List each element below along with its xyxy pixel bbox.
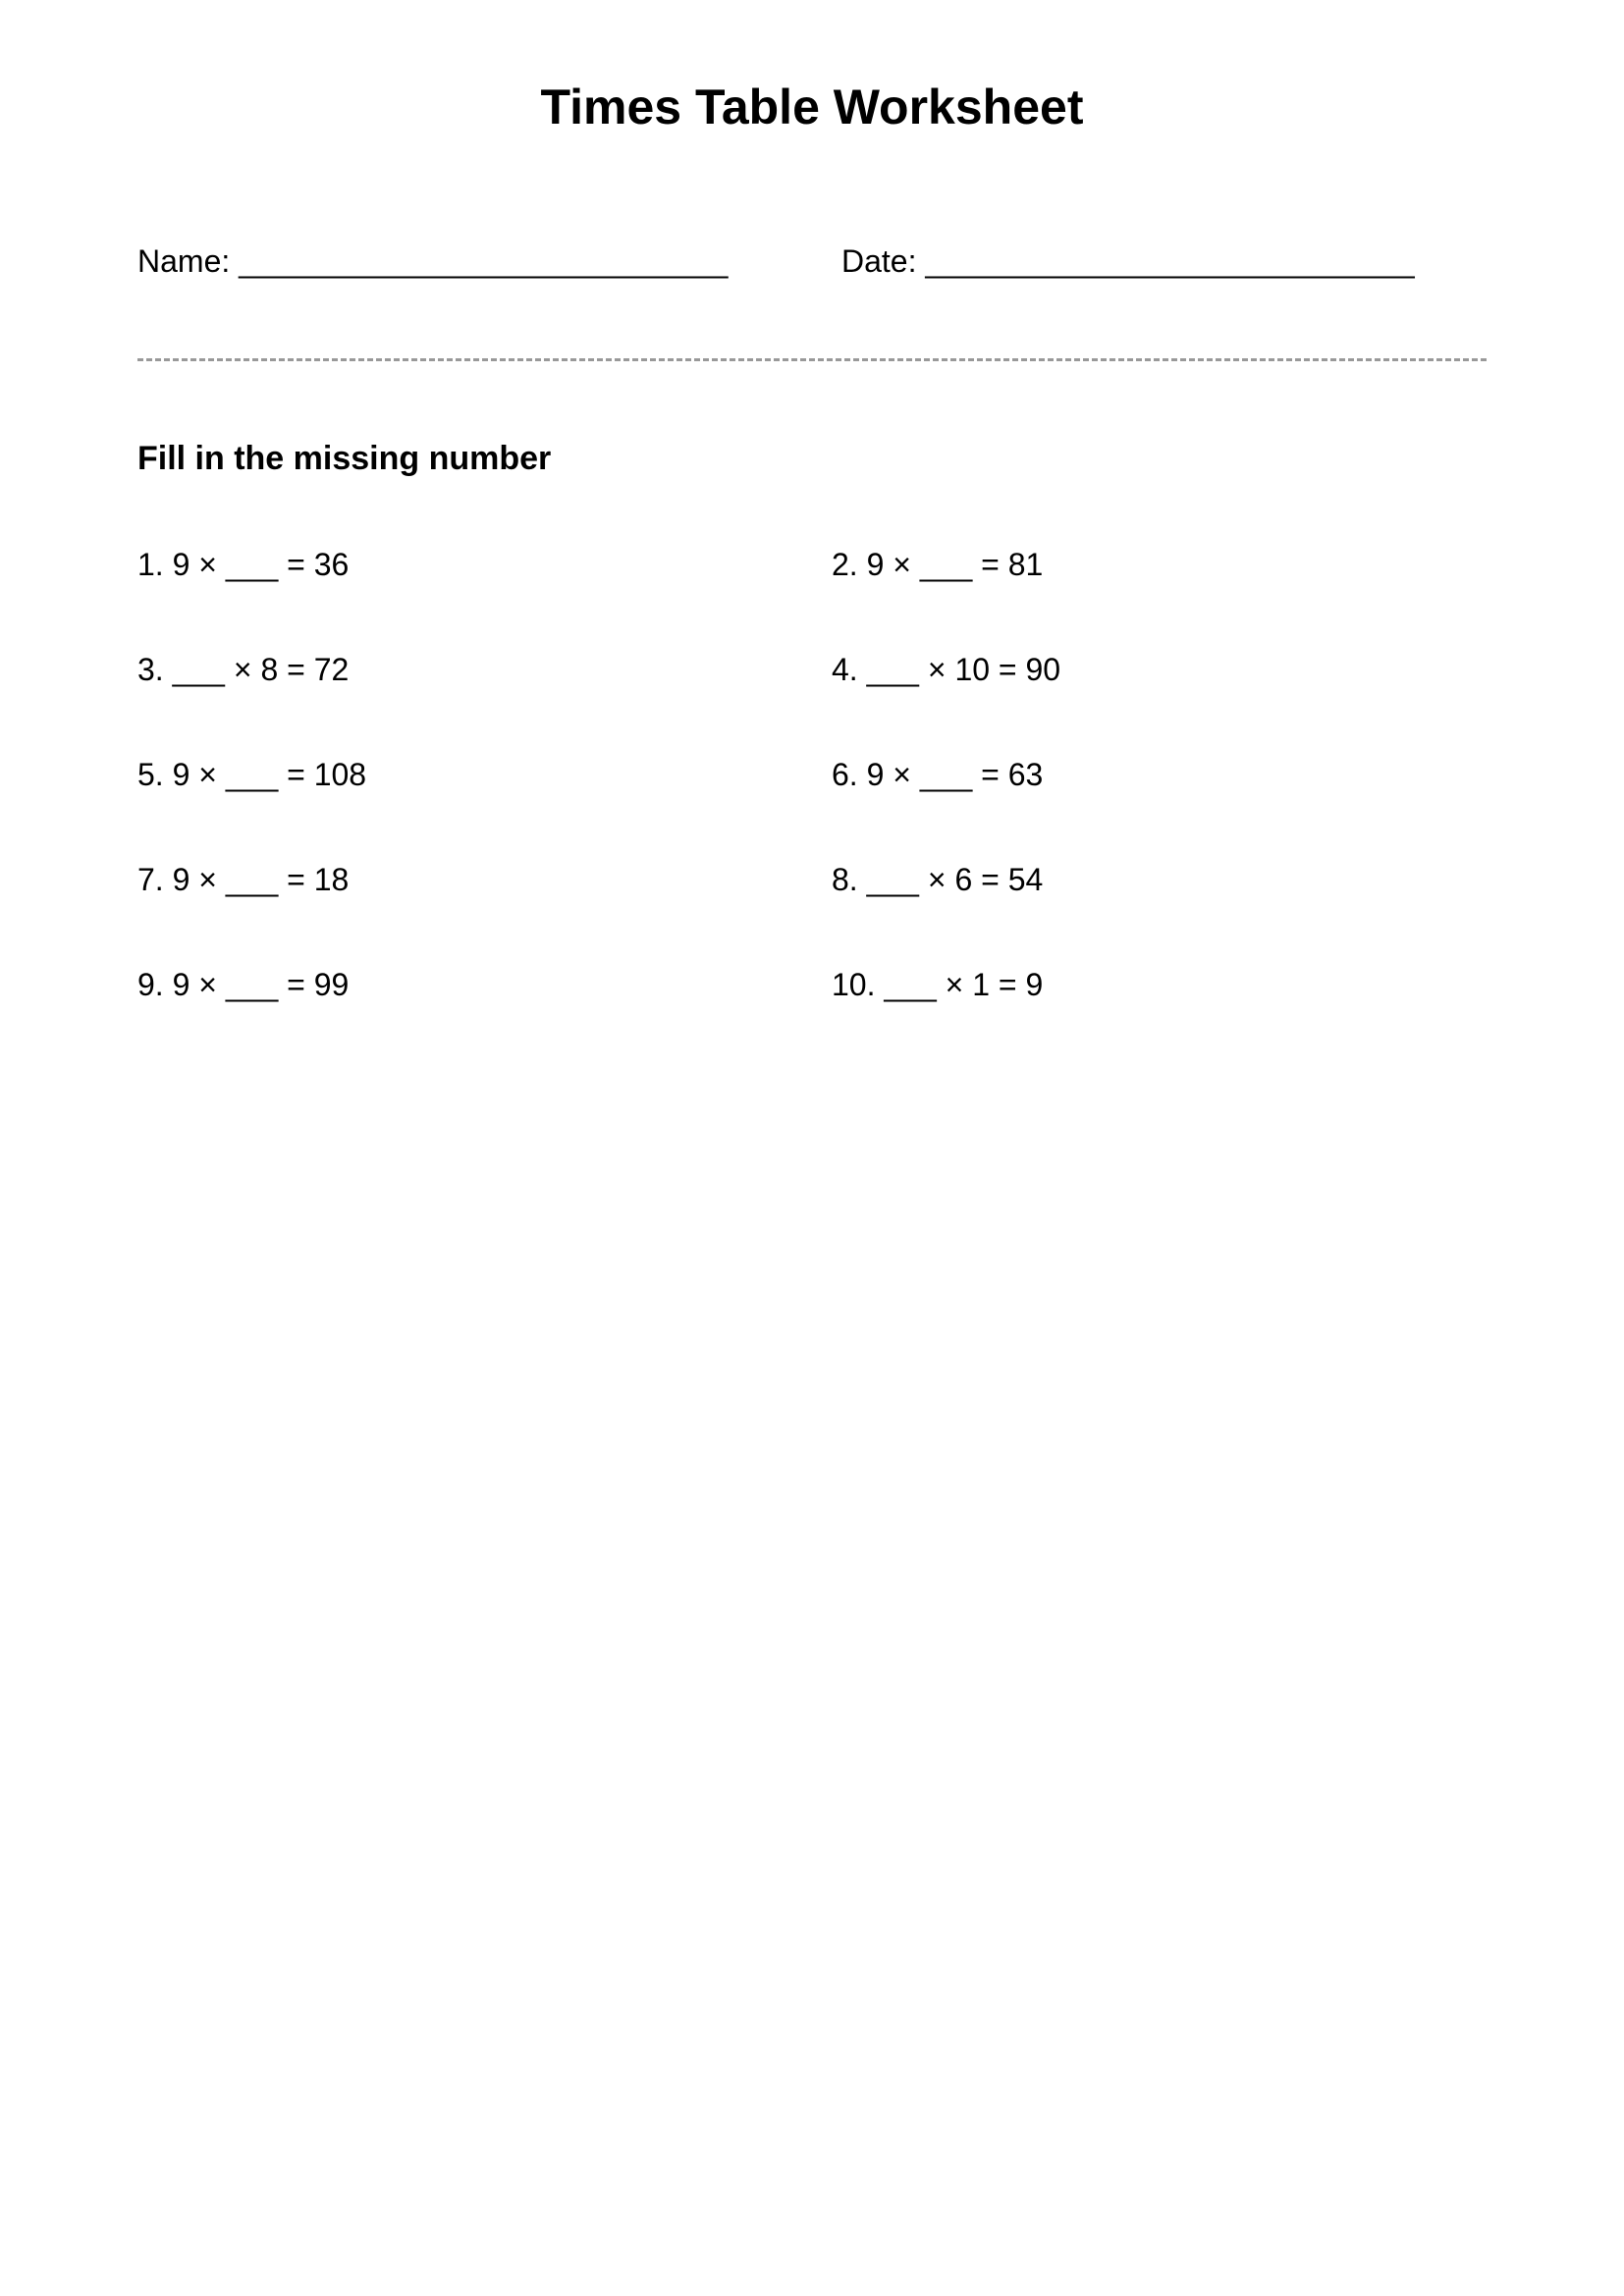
header-row: Name: ____________________________ Date:… <box>137 243 1487 280</box>
section-divider <box>137 358 1487 361</box>
instruction-heading: Fill in the missing number <box>137 440 1487 478</box>
date-field[interactable]: Date: ____________________________ <box>783 243 1487 280</box>
problem-item[interactable]: 2. 9 × ___ = 81 <box>832 547 1487 583</box>
problem-item[interactable]: 5. 9 × ___ = 108 <box>137 757 792 793</box>
problem-item[interactable]: 7. 9 × ___ = 18 <box>137 862 792 898</box>
problem-item[interactable]: 1. 9 × ___ = 36 <box>137 547 792 583</box>
problem-item[interactable]: 3. ___ × 8 = 72 <box>137 652 792 688</box>
name-field[interactable]: Name: ____________________________ <box>137 243 783 280</box>
problem-item[interactable]: 9. 9 × ___ = 99 <box>137 967 792 1003</box>
problem-item[interactable]: 8. ___ × 6 = 54 <box>832 862 1487 898</box>
problem-item[interactable]: 4. ___ × 10 = 90 <box>832 652 1487 688</box>
problem-item[interactable]: 6. 9 × ___ = 63 <box>832 757 1487 793</box>
worksheet-title: Times Table Worksheet <box>137 79 1487 135</box>
problem-item[interactable]: 10. ___ × 1 = 9 <box>832 967 1487 1003</box>
problems-grid: 1. 9 × ___ = 36 2. 9 × ___ = 81 3. ___ ×… <box>137 547 1487 1003</box>
